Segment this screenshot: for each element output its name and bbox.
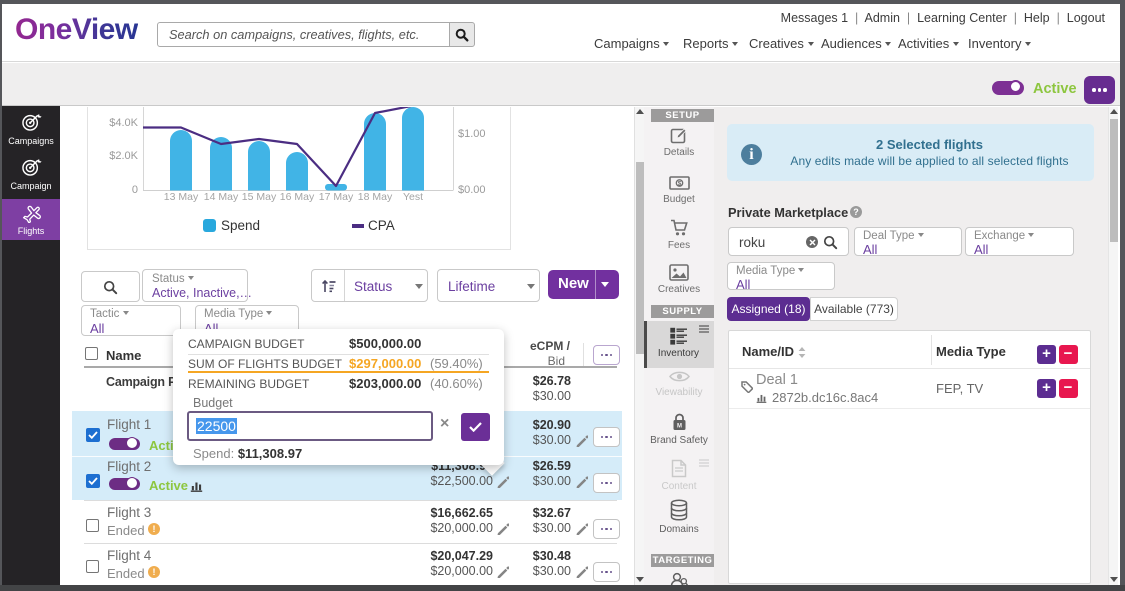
- svg-text:$: $: [677, 180, 681, 187]
- svg-text:M: M: [677, 424, 682, 430]
